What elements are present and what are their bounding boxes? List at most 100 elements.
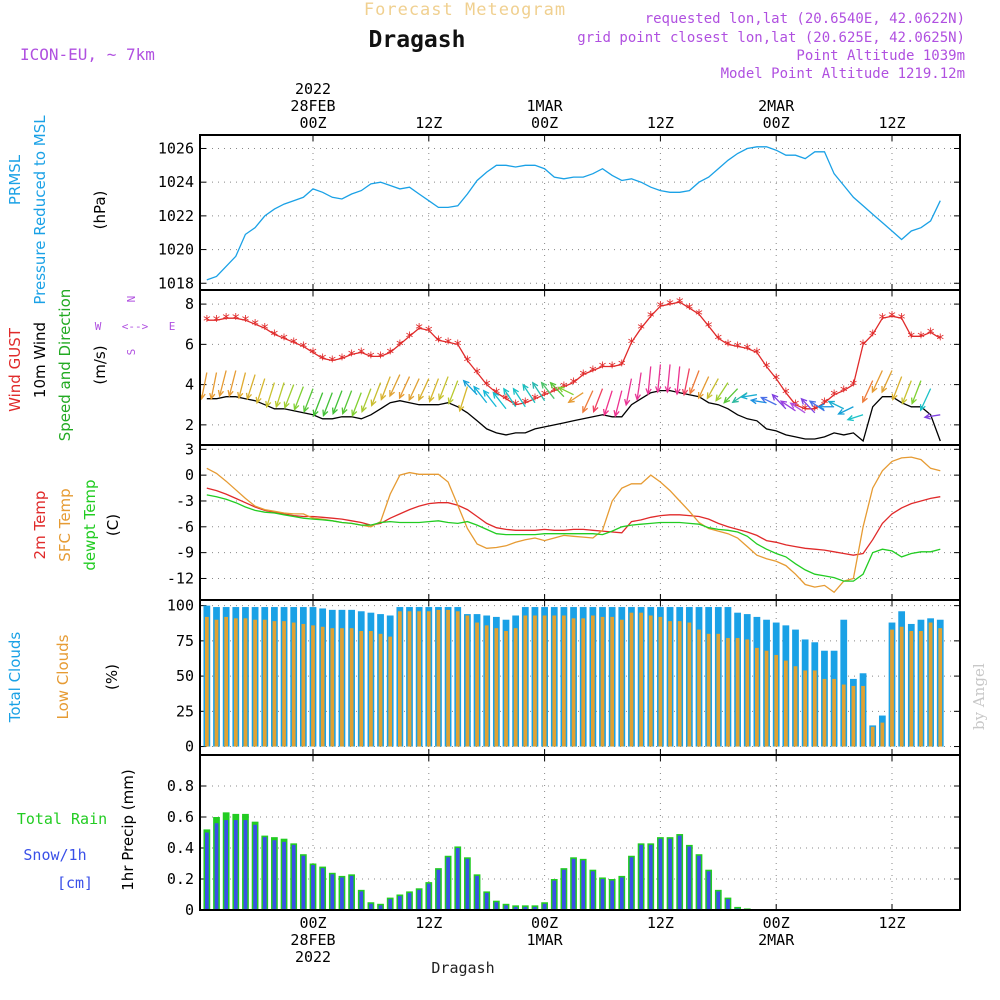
wind-arrow-head	[567, 396, 575, 404]
clouds-bar	[832, 678, 836, 747]
wind-arrow-head	[360, 405, 367, 413]
clouds-bar	[320, 626, 325, 747]
wind-arrow-head	[531, 381, 539, 389]
precip-bar	[716, 891, 721, 910]
wind-arrow-head	[438, 393, 445, 401]
wind-arrow	[418, 378, 430, 401]
wind-arrow-head	[723, 396, 731, 404]
wind-arrow	[614, 390, 623, 417]
clouds-bar	[928, 622, 933, 747]
clouds-bar	[899, 626, 904, 747]
wind-arrow	[351, 392, 362, 416]
wind-arrow-head	[209, 392, 216, 401]
wind-arrow-head	[645, 388, 652, 396]
y-tick-label: 4	[185, 376, 194, 394]
y-tick-label: 1024	[158, 173, 194, 191]
precip-bar	[610, 880, 615, 910]
clouds-bar	[311, 625, 315, 747]
precip-bar	[668, 838, 672, 910]
wind-arrow	[408, 378, 420, 401]
top-time-label: 28FEB	[290, 97, 335, 115]
gust-marker: *	[753, 344, 761, 362]
precip-bar	[562, 869, 566, 910]
wind-arrow-head	[549, 381, 557, 389]
wind-arrow-head	[674, 388, 681, 396]
gust-marker: *	[705, 318, 713, 336]
wind-arrow	[568, 392, 584, 403]
gust-marker: *	[473, 365, 481, 383]
precip-bar	[359, 891, 364, 910]
precip-bar	[243, 820, 248, 910]
gust-marker: *	[570, 375, 578, 393]
gust-marker: *	[512, 397, 520, 415]
wind-arrow-head	[759, 396, 768, 403]
wind-arrow	[809, 400, 825, 412]
wind-arrow-head	[492, 391, 500, 399]
wind-arrow-head	[389, 389, 395, 398]
wind-axis-label: 10m Wind	[31, 322, 49, 398]
wind-arrow	[911, 380, 922, 404]
gust-marker: *	[280, 330, 288, 348]
wind-arrow	[492, 392, 507, 410]
pressure-axis-label: (hPa)	[91, 191, 109, 230]
clouds-bar	[890, 629, 894, 747]
top-time-label: 1MAR	[527, 97, 564, 115]
wind-arrow	[532, 382, 546, 402]
clouds-bar	[484, 625, 489, 747]
precip-bar	[204, 832, 209, 910]
super-title: Forecast Meteogram	[364, 0, 566, 20]
wind-arrow	[219, 370, 227, 397]
wind-arrow-head	[740, 393, 748, 400]
wind-arrow	[438, 376, 449, 400]
gust-marker: *	[734, 338, 742, 356]
wind-arrow	[483, 390, 497, 408]
clouds-bar	[272, 621, 277, 747]
wind-arrow-head	[715, 394, 722, 402]
wind-arrow	[512, 388, 526, 408]
clouds-bar	[793, 666, 798, 747]
wind-arrow-head	[592, 405, 599, 413]
wind-arrow	[550, 382, 565, 398]
clouds-bar	[523, 615, 528, 747]
precip-bar	[533, 906, 537, 910]
wind-arrow	[625, 378, 633, 406]
wind-arrow-head	[458, 404, 465, 413]
wind-axis-label: Speed and Direction	[56, 289, 74, 442]
pressure-series-line	[206, 146, 941, 281]
precip-bar	[369, 903, 373, 910]
clouds-bar	[841, 684, 846, 747]
precip-bar	[455, 848, 460, 910]
clouds-bar	[851, 685, 856, 747]
precip-bar	[513, 906, 518, 910]
clouds-bar	[648, 615, 653, 747]
temperature-axis-label: SFC Temp	[56, 488, 74, 561]
precip-bar	[677, 835, 682, 910]
model-label: ICON-EU, ~ 7km	[20, 45, 155, 64]
wind-arrow	[881, 370, 893, 393]
wind-arrow-head	[613, 410, 620, 418]
bottom-time-label: 1MAR	[527, 931, 564, 949]
wind-arrow	[448, 380, 459, 404]
precip-bar	[523, 906, 528, 910]
gust-marker: *	[618, 356, 626, 374]
clouds-bar	[552, 615, 557, 747]
gust-marker: *	[782, 385, 790, 403]
wind-arrow	[503, 388, 517, 408]
wind-arrow	[715, 382, 729, 401]
pressure-axis-label: PRMSL	[6, 154, 24, 205]
bottom-time-label: 2022	[295, 948, 331, 966]
requested-coords: requested lon,lat (20.6540E, 42.0622N)	[645, 11, 965, 27]
clouds-bar	[301, 623, 306, 747]
gust-marker: *	[522, 395, 530, 413]
gust-marker: *	[792, 397, 800, 415]
precip-axis-label: 1hr Precip (mm)	[119, 769, 137, 890]
wind-arrow-head	[512, 387, 519, 395]
wind-arrow-head	[331, 407, 338, 415]
wind-arrow-head	[447, 397, 454, 405]
clouds-bar	[706, 633, 711, 747]
wind-arrow-head	[862, 396, 868, 404]
precip-bar	[349, 875, 354, 910]
panel-frame	[199, 754, 961, 911]
gust-marker: *	[415, 320, 423, 338]
clouds-bar	[446, 609, 450, 747]
